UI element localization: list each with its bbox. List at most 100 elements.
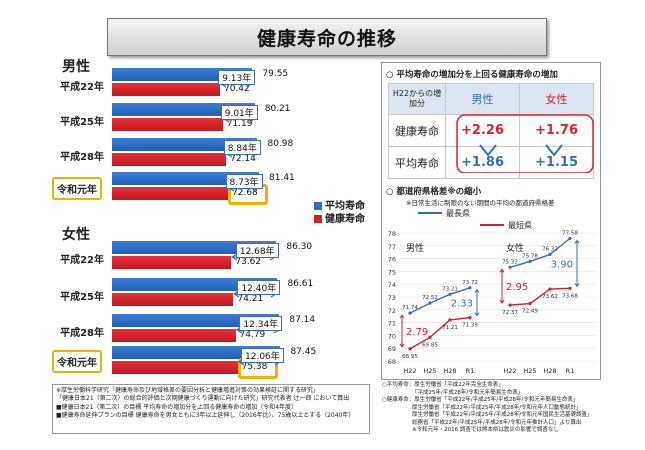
gap-label: 12.34年 bbox=[239, 316, 283, 331]
male-year-label: 平成25年 bbox=[60, 117, 104, 128]
bar-life-expectancy bbox=[112, 68, 253, 81]
bar-life-expectancy bbox=[112, 346, 281, 359]
data-point bbox=[428, 335, 432, 339]
gap-arrow-head bbox=[574, 239, 580, 244]
data-point bbox=[468, 316, 472, 320]
data-point bbox=[428, 301, 432, 305]
female-year-label: 平成25年 bbox=[60, 292, 104, 303]
data-point bbox=[528, 259, 532, 264]
gap-label: 9.01年 bbox=[220, 105, 258, 120]
data-point bbox=[508, 303, 512, 307]
data-label: 71.21 bbox=[442, 325, 458, 331]
gap-label: 12.40年 bbox=[237, 280, 281, 295]
increase-heading: ○ 平均寿命の増加分を上回る健康寿命の増加 bbox=[386, 70, 558, 80]
data-point bbox=[528, 301, 532, 306]
gap-arrow-head bbox=[399, 343, 405, 348]
bar-healthy-life bbox=[112, 153, 227, 166]
bar-healthy-life bbox=[112, 329, 236, 342]
footnote-line: 「健康日本21（第二次）の総合的評価と次期健康づくり運動に向けた研究」研究代表者… bbox=[56, 395, 350, 403]
y-tick-label: 70 bbox=[388, 332, 396, 340]
page-title: 健康寿命の推移 bbox=[256, 27, 397, 50]
gap-label: 12.06年 bbox=[241, 348, 284, 363]
data-label: 71.39 bbox=[462, 323, 478, 329]
health-value-label: 74.21 bbox=[235, 294, 266, 304]
data-label: 76.32 bbox=[542, 247, 558, 253]
gap-arrow-head bbox=[474, 312, 480, 317]
y-tick-label: 72 bbox=[388, 307, 396, 315]
series-line bbox=[509, 287, 571, 306]
female-year-label-highlight: 令和元年 bbox=[52, 350, 102, 373]
health-value-label: 71.19 bbox=[224, 119, 255, 129]
x-tick-label: H28 bbox=[543, 367, 556, 375]
life-value-label: 86.61 bbox=[287, 279, 314, 289]
life-value-label: 86.30 bbox=[286, 242, 313, 252]
data-point bbox=[548, 252, 552, 257]
gap-arrow-head bbox=[474, 288, 480, 294]
panel-title: 男性 bbox=[406, 242, 424, 254]
disparity-heading: ○ 都道府県格差※の縮小 bbox=[386, 187, 482, 197]
legend-swatch-red bbox=[314, 215, 322, 223]
table-row-label: 健康寿命 bbox=[388, 114, 446, 147]
data-point bbox=[568, 286, 572, 290]
data-label: 73.21 bbox=[442, 286, 458, 292]
gap-label: 8.73年 bbox=[225, 174, 263, 189]
data-point bbox=[548, 287, 552, 291]
health-value-label: 73.62 bbox=[233, 257, 264, 267]
gap-value: 3.90 bbox=[551, 259, 573, 270]
life-value-label: 87.45 bbox=[290, 347, 317, 357]
life-value-label: 80.21 bbox=[264, 104, 291, 114]
chevron-down-icon bbox=[479, 144, 497, 157]
bar-healthy-life bbox=[112, 118, 223, 131]
footnote-line: ■健康寿命延伸プランの目標 健康寿命を男女ともに3年以上延伸し（2016年比）、… bbox=[56, 412, 355, 420]
data-point bbox=[468, 286, 472, 290]
table-col-female: 女性 bbox=[519, 83, 594, 115]
y-tick-label: 75 bbox=[388, 268, 396, 276]
gap-value: 2.33 bbox=[451, 299, 473, 310]
gap-label: 12.68年 bbox=[235, 243, 279, 258]
panel-title: 女性 bbox=[506, 242, 524, 254]
female-year-label: 平成28年 bbox=[60, 328, 104, 339]
female-section-label: 女性 bbox=[62, 227, 90, 243]
bar-healthy-life bbox=[112, 293, 234, 306]
legend-label: 健康寿命 bbox=[325, 214, 365, 225]
bar-life-expectancy bbox=[112, 278, 278, 291]
data-label: 72.52 bbox=[422, 295, 438, 301]
male-year-label-highlight: 令和元年 bbox=[52, 177, 102, 200]
life-value-label: 87.14 bbox=[289, 315, 316, 325]
source-line: 厚生労働省「平成22年/平成25年/平成28年/令和元年国民生活基礎調査」 bbox=[412, 412, 593, 418]
source-line: 総務省「平成22年/平成25年/平成28年/令和元年推計人口」より算出 bbox=[412, 419, 582, 426]
x-tick-label: H28 bbox=[443, 367, 456, 375]
series-line bbox=[409, 287, 471, 314]
series-line bbox=[409, 316, 471, 350]
bar-life-expectancy bbox=[112, 103, 255, 116]
bar-life-expectancy bbox=[112, 241, 277, 254]
bar-healthy-life bbox=[112, 256, 232, 269]
y-tick-label: 78 bbox=[388, 230, 396, 238]
bar-healthy-life bbox=[112, 361, 238, 374]
gap-arrow-head bbox=[399, 314, 405, 319]
y-tick-label: 71 bbox=[388, 320, 396, 328]
data-label: 72.37 bbox=[502, 310, 518, 316]
gap-value: 2.95 bbox=[506, 282, 528, 293]
sources-note: ○平均寿命：厚生労働省「平成22年完全生命表」 「平成25年/平成28年/令和元… bbox=[382, 382, 602, 435]
y-tick-label: 73 bbox=[388, 294, 396, 302]
gap-label: 9.13年 bbox=[218, 70, 256, 85]
gap-label: 8.84年 bbox=[223, 140, 261, 155]
source-line: ○健康寿命：厚生労働省「平成22年/平成25年/平成28年/令和元年簡易生命表」 bbox=[382, 397, 579, 403]
data-point bbox=[508, 265, 512, 269]
x-tick-label: H22 bbox=[403, 367, 416, 375]
gap-arrow-head bbox=[499, 299, 505, 304]
gap-value: 2.79 bbox=[406, 327, 428, 338]
title-box: 健康寿命の推移 bbox=[107, 18, 547, 56]
table-highlight-box bbox=[456, 114, 594, 173]
male-year-label: 平成22年 bbox=[60, 82, 104, 93]
x-tick-label: R1 bbox=[466, 367, 475, 375]
y-tick-label: 74 bbox=[388, 281, 396, 289]
legend-health: 健康寿命 bbox=[314, 210, 365, 225]
data-label: 71.74 bbox=[402, 305, 418, 311]
data-label: 68.95 bbox=[402, 354, 418, 360]
table-overlay bbox=[456, 114, 594, 173]
chevron-down-icon bbox=[545, 144, 563, 157]
legend-label: 最長県 bbox=[446, 209, 470, 218]
